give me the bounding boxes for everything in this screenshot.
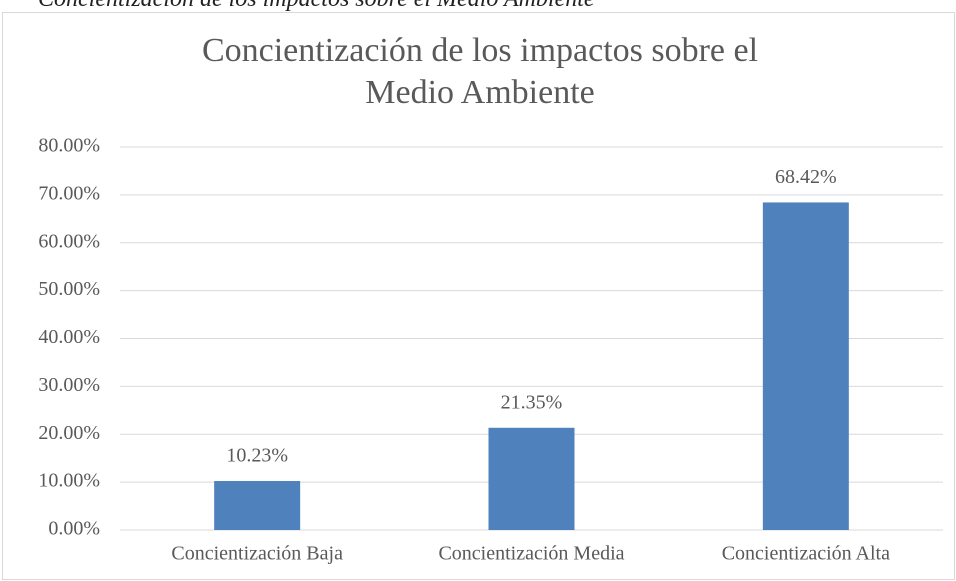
bar: [214, 481, 301, 530]
y-tick-label: 10.00%: [38, 470, 100, 492]
y-tick-label: 20.00%: [38, 422, 100, 444]
x-tick-label: Concientización Media: [438, 543, 624, 565]
data-label: 10.23%: [226, 445, 288, 467]
caption: Concientización de los impactos sobre el…: [38, 0, 595, 13]
chart-title: Concientización de los impactos sobre el…: [201, 32, 759, 111]
y-tick-label: 0.00%: [48, 518, 100, 540]
data-label: 68.42%: [775, 166, 837, 188]
x-tick-label: Concientización Alta: [722, 543, 890, 565]
y-tick-label: 40.00%: [38, 326, 100, 348]
y-tick-label: 60.00%: [38, 230, 100, 252]
data-label: 21.35%: [501, 391, 563, 413]
y-tick-label: 30.00%: [38, 374, 100, 396]
chart-frame: [2, 12, 955, 580]
bar: [488, 427, 575, 530]
y-tick-label: 70.00%: [38, 182, 100, 204]
y-tick-label: 80.00%: [38, 135, 100, 157]
y-tick-label: 50.00%: [38, 278, 100, 300]
bar: [762, 202, 849, 530]
x-tick-label: Concientización Baja: [171, 543, 343, 565]
